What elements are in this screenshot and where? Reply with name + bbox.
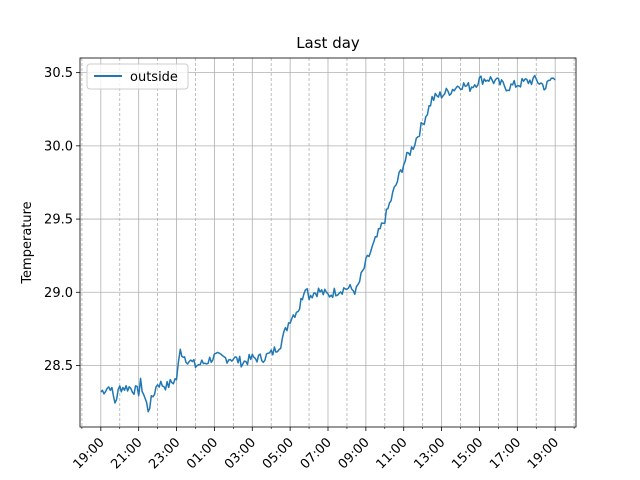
y-axis-label: Temperature (20, 201, 35, 284)
y-tick-label: 28.5 (44, 359, 73, 374)
x-tick-label: 17:00 (487, 435, 524, 472)
x-tick-label: 03:00 (222, 435, 259, 472)
x-tick-label: 19:00 (525, 435, 562, 472)
y-tick-label: 30.5 (44, 66, 73, 81)
legend: outside (86, 63, 189, 90)
legend-box (86, 63, 189, 90)
y-tick-label: 29.0 (44, 286, 73, 301)
grid-lines (80, 58, 576, 427)
series-line-outside (100, 74, 556, 413)
x-tick-label: 15:00 (449, 435, 486, 472)
x-tick-label: 13:00 (411, 435, 448, 472)
y-tick-label: 30.0 (44, 139, 73, 154)
series-layer (100, 74, 556, 413)
x-tick-label: 09:00 (336, 435, 373, 472)
x-tick-label: 01:00 (184, 435, 221, 472)
y-tick-label: 29.5 (44, 213, 73, 228)
legend-label: outside (130, 70, 178, 85)
x-tick-label: 11:00 (373, 435, 410, 472)
x-tick-label: 21:00 (108, 435, 145, 472)
x-tick-label: 05:00 (260, 435, 297, 472)
x-tick-label: 23:00 (146, 435, 183, 472)
x-tick-label: 07:00 (298, 435, 335, 472)
x-tick-label: 19:00 (71, 435, 108, 472)
chart-title: Last day (296, 34, 360, 52)
